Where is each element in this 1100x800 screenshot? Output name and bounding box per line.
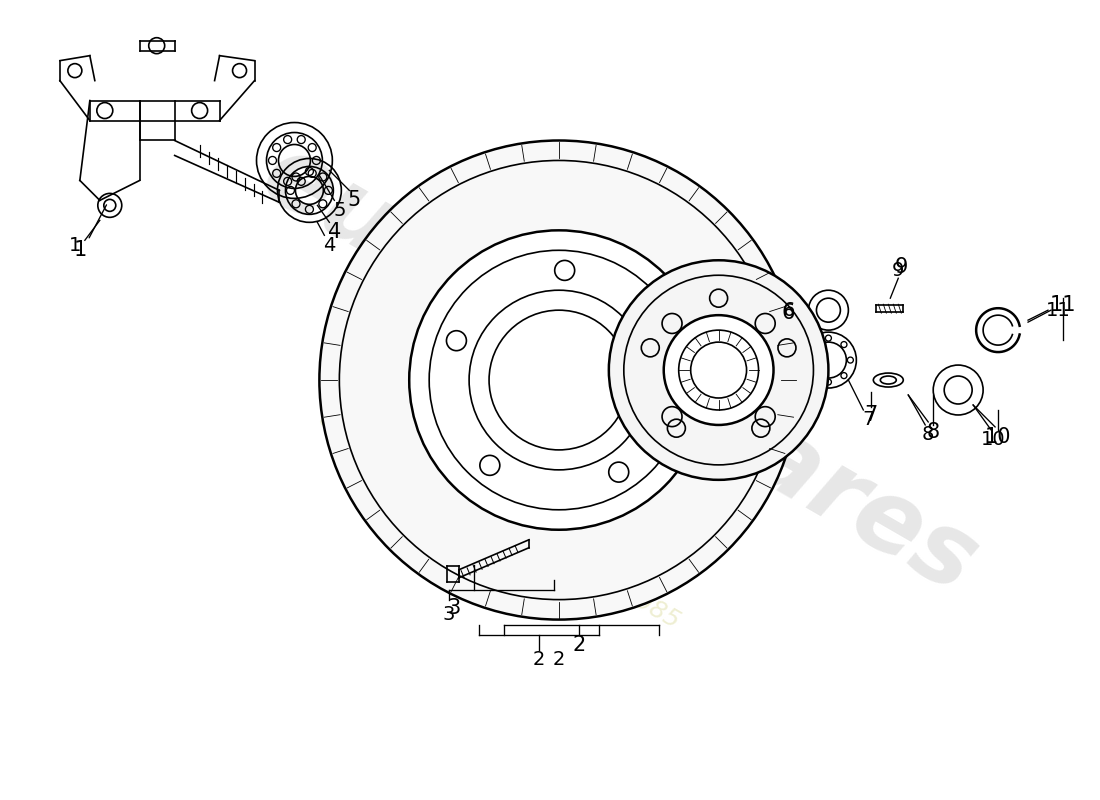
Text: 8: 8 [922, 426, 934, 445]
Text: 11: 11 [1046, 301, 1070, 320]
Circle shape [319, 141, 799, 619]
Text: 6: 6 [782, 301, 794, 320]
Ellipse shape [873, 373, 903, 387]
Text: 2: 2 [532, 650, 546, 669]
Circle shape [608, 260, 828, 480]
Text: 1: 1 [68, 236, 81, 254]
Text: 9: 9 [894, 258, 908, 278]
Text: 7: 7 [865, 405, 878, 425]
Text: 3: 3 [443, 605, 455, 624]
Text: 9: 9 [892, 261, 904, 280]
Text: 5: 5 [348, 190, 361, 210]
Circle shape [808, 290, 848, 330]
Text: 2: 2 [572, 634, 585, 654]
Text: 2: 2 [552, 650, 565, 669]
Text: 10: 10 [984, 427, 1011, 447]
Text: 4: 4 [328, 222, 341, 242]
Text: 6: 6 [782, 303, 795, 323]
Text: 11: 11 [1049, 295, 1076, 315]
Text: 5: 5 [333, 201, 345, 220]
Text: 7: 7 [862, 410, 874, 430]
Text: 8: 8 [926, 422, 939, 442]
Text: eurocarspares: eurocarspares [244, 126, 993, 614]
Text: 3: 3 [448, 598, 461, 618]
Circle shape [933, 365, 983, 415]
Circle shape [409, 230, 708, 530]
Text: 4: 4 [323, 236, 336, 254]
Circle shape [663, 315, 773, 425]
Text: a passion for Porsche since 1985: a passion for Porsche since 1985 [315, 406, 683, 633]
Text: 1: 1 [74, 240, 87, 260]
Text: 10: 10 [981, 430, 1005, 450]
